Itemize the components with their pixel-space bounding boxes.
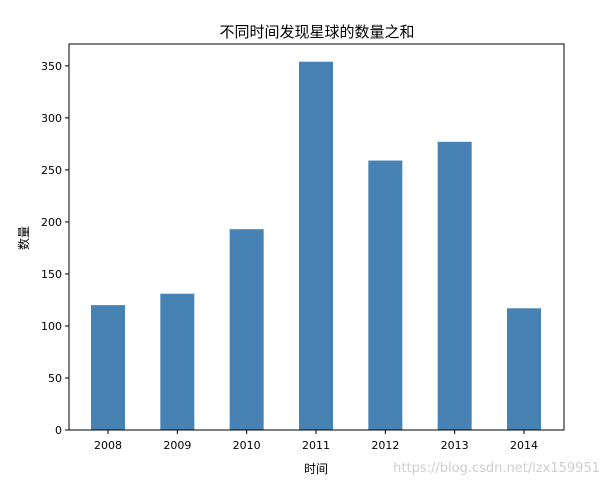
x-tick-label-2008: 2008 bbox=[94, 439, 122, 452]
y-tick-label: 0 bbox=[55, 424, 62, 437]
bar-2013 bbox=[437, 141, 472, 430]
y-axis: 0 50 100 150 200 250 300 350 bbox=[41, 60, 69, 437]
x-tick-label-2014: 2014 bbox=[510, 439, 538, 452]
y-tick-label: 150 bbox=[41, 268, 62, 281]
y-tick-label: 200 bbox=[41, 216, 62, 229]
x-tick-label-2012: 2012 bbox=[371, 439, 399, 452]
bar-2008 bbox=[91, 305, 125, 430]
x-tick-label-2009: 2009 bbox=[163, 439, 191, 452]
y-tick-label: 100 bbox=[41, 320, 62, 333]
y-tick-label: 50 bbox=[48, 372, 62, 385]
x-tick-label-2010: 2010 bbox=[233, 439, 261, 452]
y-tick-label: 250 bbox=[41, 164, 62, 177]
watermark-text: https://blog.csdn.net/lzx159951 bbox=[393, 461, 600, 476]
x-axis: 2008 2009 2010 2011 2012 2013 2014 bbox=[94, 430, 538, 452]
bar-2012 bbox=[368, 160, 403, 430]
y-tick-label: 300 bbox=[41, 112, 62, 125]
x-tick-label-2011: 2011 bbox=[302, 439, 330, 452]
bar-2011 bbox=[299, 61, 333, 431]
y-axis-label: 数量 bbox=[16, 226, 31, 250]
bar-2014 bbox=[507, 308, 541, 430]
bar-2010 bbox=[229, 229, 264, 430]
x-tick-label-2013: 2013 bbox=[441, 439, 469, 452]
x-axis-label: 时间 bbox=[304, 462, 328, 476]
bars-group bbox=[91, 61, 541, 431]
y-tick-label: 350 bbox=[41, 60, 62, 73]
bar-2009 bbox=[160, 293, 195, 430]
chart-title: 不同时间发现星球的数量之和 bbox=[219, 23, 414, 41]
